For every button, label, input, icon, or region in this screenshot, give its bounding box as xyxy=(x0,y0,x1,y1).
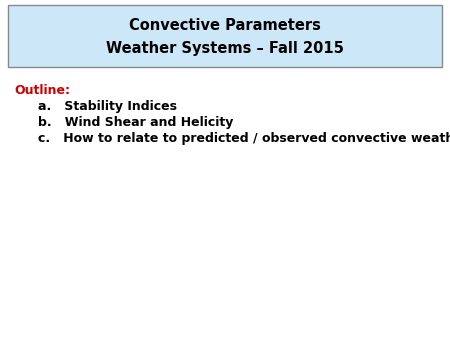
Text: Outline:: Outline: xyxy=(14,84,70,97)
Text: Weather Systems – Fall 2015: Weather Systems – Fall 2015 xyxy=(106,42,344,56)
Text: a.   Stability Indices: a. Stability Indices xyxy=(38,100,177,113)
Text: Convective Parameters: Convective Parameters xyxy=(129,18,321,32)
Text: b.   Wind Shear and Helicity: b. Wind Shear and Helicity xyxy=(38,116,234,129)
FancyBboxPatch shape xyxy=(8,5,442,67)
Text: c.   How to relate to predicted / observed convective weather: c. How to relate to predicted / observed… xyxy=(38,132,450,145)
